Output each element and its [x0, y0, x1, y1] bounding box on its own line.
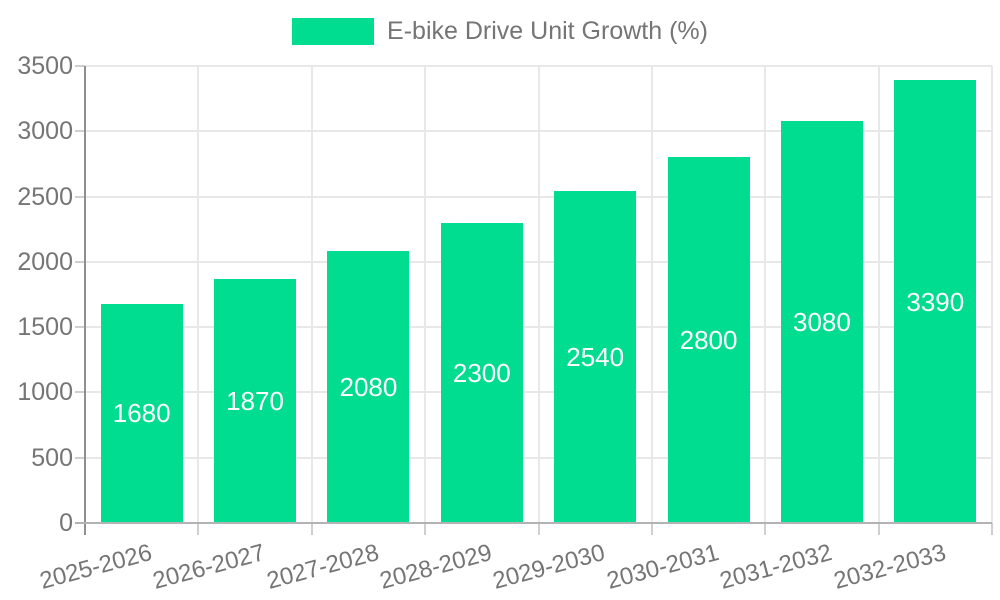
- y-tick-mark: [75, 326, 85, 329]
- gridline-v: [424, 66, 427, 523]
- y-tick-label: 3500: [17, 52, 73, 80]
- y-tick-label: 3000: [17, 117, 73, 146]
- x-tick-mark: [877, 523, 880, 535]
- y-tick-label: 2000: [17, 247, 73, 276]
- legend-item[interactable]: E-bike Drive Unit Growth (%): [292, 17, 708, 46]
- legend-label: E-bike Drive Unit Growth (%): [387, 17, 708, 45]
- gridline-v: [310, 66, 313, 523]
- y-tick-label: 0: [59, 509, 73, 537]
- gridline-v: [764, 66, 767, 523]
- x-tick-mark: [537, 523, 540, 535]
- y-tick-mark: [75, 456, 85, 459]
- x-tick-label: 2030-2031: [603, 539, 722, 595]
- bar[interactable]: [554, 191, 637, 523]
- x-tick-mark: [650, 523, 653, 535]
- bar-value-label: 2080: [339, 372, 398, 403]
- bar-value-label: 1870: [226, 385, 284, 416]
- x-tick-mark: [424, 523, 427, 535]
- x-axis-line: [75, 522, 992, 524]
- y-tick-mark: [75, 65, 85, 67]
- gridline-v: [650, 66, 653, 523]
- x-tick-label: 2027-2028: [263, 539, 382, 595]
- bar[interactable]: [894, 80, 977, 523]
- x-tick-mark: [310, 523, 313, 535]
- y-tick-label: 1000: [17, 378, 73, 407]
- bar[interactable]: [440, 222, 523, 523]
- x-tick-label: 2031-2032: [717, 539, 835, 595]
- y-tick-label: 500: [31, 443, 73, 472]
- x-tick-mark: [197, 523, 200, 535]
- bar-value-label: 3080: [793, 306, 851, 337]
- bar[interactable]: [667, 157, 750, 523]
- y-axis-line: [84, 66, 86, 535]
- bar-value-label: 2540: [566, 342, 625, 373]
- legend: E-bike Drive Unit Growth (%): [0, 17, 1000, 46]
- bar[interactable]: [780, 120, 863, 523]
- x-tick-label: 2025-2026: [36, 539, 155, 595]
- x-tick-label: 2026-2027: [150, 539, 269, 595]
- bar[interactable]: [327, 251, 410, 523]
- bar[interactable]: [100, 303, 183, 523]
- y-tick-mark: [75, 391, 85, 394]
- x-tick-label: 2032-2033: [830, 539, 949, 595]
- y-tick-mark: [75, 260, 85, 263]
- bar-value-label: 2300: [452, 357, 511, 388]
- legend-swatch-icon: [292, 18, 375, 45]
- y-tick-label: 1500: [17, 313, 73, 342]
- gridline-v: [991, 66, 993, 523]
- bar-value-label: 2800: [679, 325, 738, 356]
- x-tick-mark: [764, 523, 767, 535]
- x-tick-label: 2029-2030: [490, 539, 609, 595]
- y-tick-label: 2500: [17, 182, 73, 211]
- x-tick-mark: [991, 523, 993, 535]
- bar-value-label: 3390: [906, 286, 965, 317]
- bar[interactable]: [214, 278, 297, 523]
- gridline-v: [877, 66, 880, 523]
- y-tick-mark: [75, 130, 85, 133]
- x-tick-label: 2028-2029: [376, 539, 495, 595]
- bar-value-label: 1680: [112, 398, 171, 429]
- gridline-v: [537, 66, 540, 523]
- y-tick-mark: [75, 195, 85, 198]
- gridline-v: [197, 66, 200, 523]
